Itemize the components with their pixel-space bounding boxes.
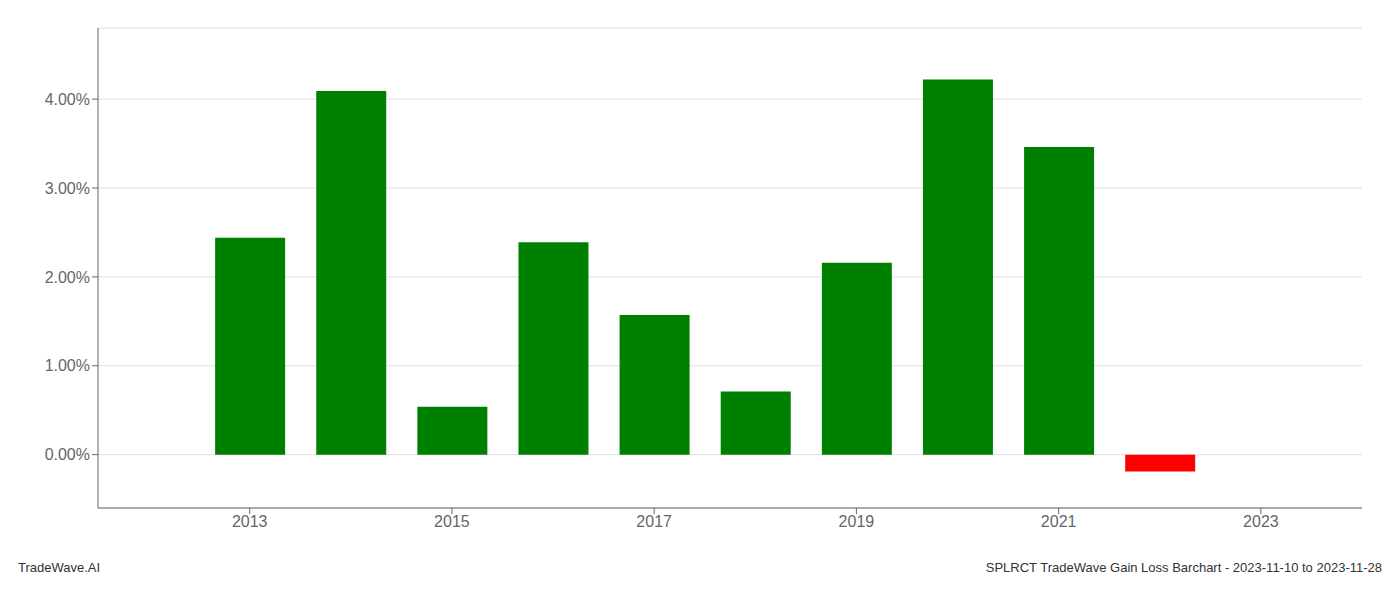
svg-text:2019: 2019 <box>839 513 875 530</box>
svg-text:4.00%: 4.00% <box>45 91 90 108</box>
svg-text:2023: 2023 <box>1243 513 1279 530</box>
svg-text:0.00%: 0.00% <box>45 446 90 463</box>
svg-text:2013: 2013 <box>232 513 268 530</box>
html-text:TradeWave.AI: TradeWave.AI <box>18 560 101 575</box>
svg-text:2021: 2021 <box>1041 513 1077 530</box>
html-text:SPLRCT TradeWave Gain Loss Bar: SPLRCT TradeWave Gain Loss Barchart - 20… <box>985 560 1382 575</box>
svg-text:2.00%: 2.00% <box>45 269 90 286</box>
svg-text:2015: 2015 <box>434 513 470 530</box>
svg-text:2017: 2017 <box>636 513 672 530</box>
svg-text:1.00%: 1.00% <box>45 357 90 374</box>
svg-text:3.00%: 3.00% <box>45 180 90 197</box>
